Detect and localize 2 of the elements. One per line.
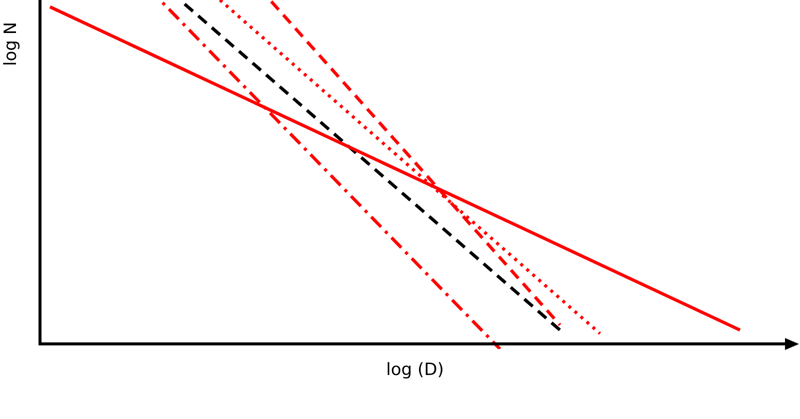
x-axis-title: log (D) (385, 360, 445, 380)
y-axis-title: log N (1, 22, 21, 66)
